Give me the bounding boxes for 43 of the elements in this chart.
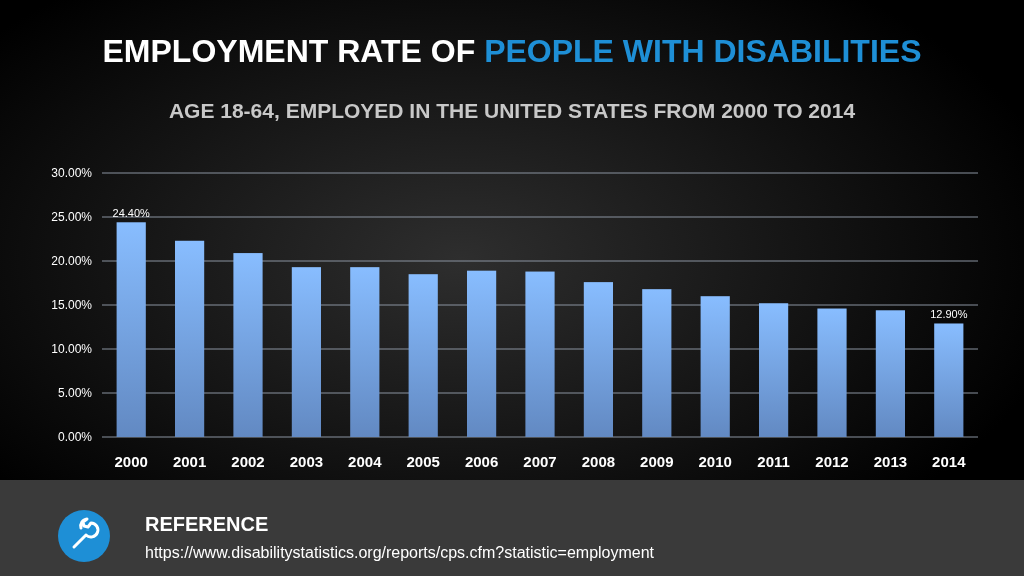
x-tick-label: 2005 xyxy=(406,453,440,470)
y-tick-label: 20.00% xyxy=(51,254,93,268)
x-tick-label: 2003 xyxy=(289,453,324,470)
x-tick-label: 2010 xyxy=(698,453,732,470)
x-tick-label: 2000 xyxy=(114,453,148,470)
bar xyxy=(233,253,263,437)
x-tick-label: 2001 xyxy=(172,453,207,470)
data-label: 24.40% xyxy=(112,207,151,220)
bar xyxy=(116,222,146,437)
y-tick-label: 5.00% xyxy=(57,386,93,400)
bar xyxy=(759,303,789,437)
bar xyxy=(525,271,555,437)
chart-title: EMPLOYMENT RATE OF PEOPLE WITH DISABILITIES xyxy=(102,33,922,69)
x-tick-label: 2007 xyxy=(523,453,557,470)
bar xyxy=(291,267,321,437)
bar xyxy=(583,282,613,437)
bar xyxy=(175,240,205,437)
y-tick-label: 25.00% xyxy=(51,210,93,224)
text: https://www.disabilitystatistics.org/reports/cps.cfm?statistic=employment xyxy=(145,544,655,561)
y-tick-label: 10.00% xyxy=(51,342,93,356)
bar xyxy=(467,270,497,437)
data-label: 12.90% xyxy=(930,308,968,321)
bar xyxy=(350,267,380,437)
bar xyxy=(934,323,964,437)
x-tick-label: 2008 xyxy=(581,453,616,470)
y-tick-label: 30.00% xyxy=(51,166,93,180)
text: REFERENCE xyxy=(145,513,269,535)
x-tick-label: 2014 xyxy=(932,453,967,470)
x-tick-label: 2002 xyxy=(231,453,265,470)
chart-subtitle: AGE 18-64, EMPLOYED IN THE UNITED STATES FROM 2000 TO 2014 xyxy=(168,99,856,122)
bar xyxy=(700,296,730,437)
x-tick-label: 2009 xyxy=(640,453,674,470)
y-tick-label: 0.00% xyxy=(57,430,93,444)
x-tick-label: 2011 xyxy=(757,453,790,470)
bar xyxy=(875,310,905,437)
x-tick-label: 2004 xyxy=(348,453,383,470)
y-tick-label: 15.00% xyxy=(51,298,93,312)
x-tick-label: 2012 xyxy=(815,453,849,470)
x-tick-label: 2006 xyxy=(464,453,499,470)
bar xyxy=(642,289,672,437)
x-tick-label: 2013 xyxy=(873,453,908,470)
bar xyxy=(408,274,438,437)
bar xyxy=(817,308,847,437)
